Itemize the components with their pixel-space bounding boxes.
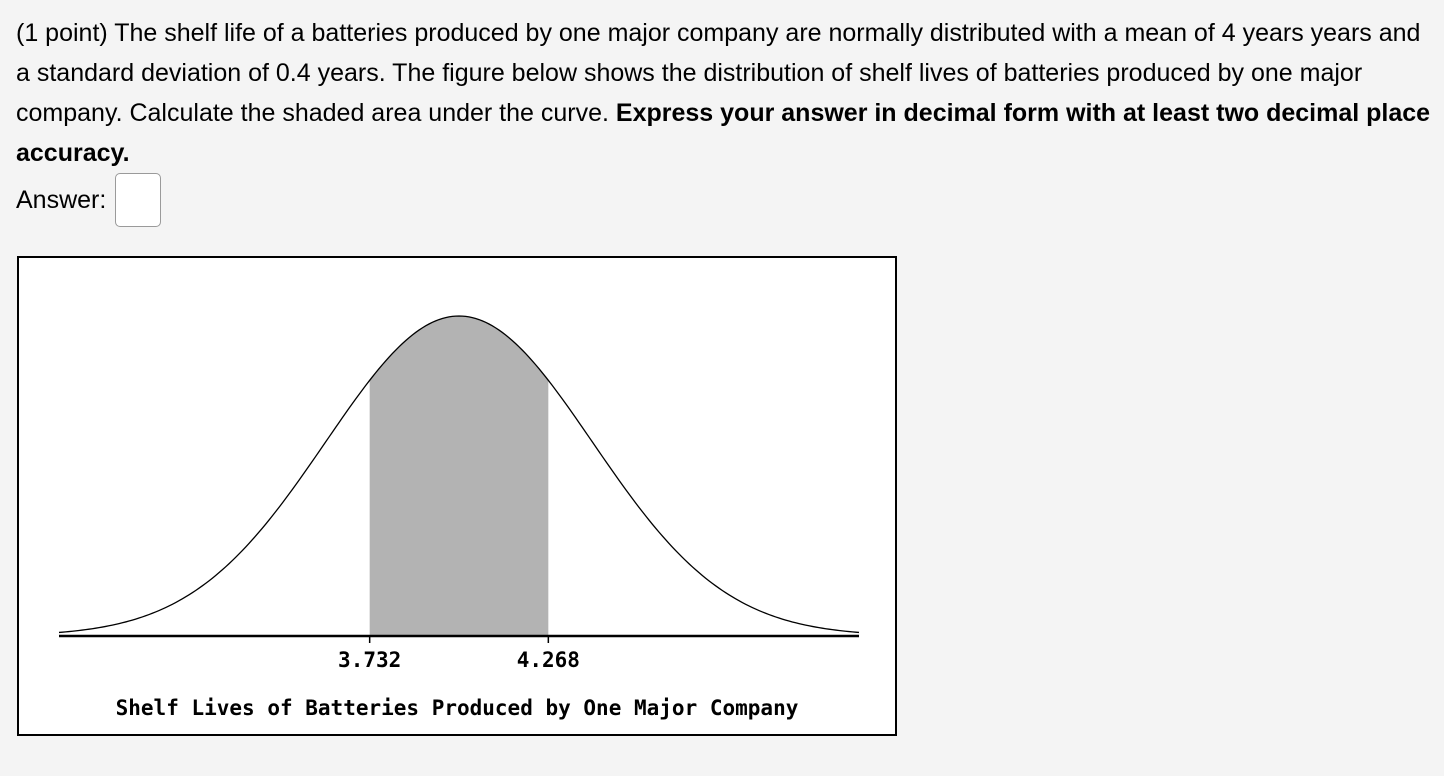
normal-curve-line — [58, 315, 860, 634]
answer-row: Answer: — [16, 172, 162, 228]
normal-curve-chart — [58, 315, 860, 643]
tick-label-left: 3.732 — [338, 648, 402, 672]
problem-instruction: Express your answer in decimal form with… — [16, 99, 1431, 167]
problem-statement: (1 point) The shelf life of a batteries … — [16, 13, 1431, 173]
tick-label-right: 4.268 — [516, 648, 580, 672]
answer-input[interactable] — [115, 173, 162, 227]
answer-label: Answer: — [16, 185, 107, 214]
problem-text: (1 point) The shelf life of a batteries … — [16, 19, 1421, 127]
normal-distribution-figure: 3.732 4.268 Shelf Lives of Batteries Pro… — [17, 256, 897, 736]
x-axis-label: Shelf Lives of Batteries Produced by One… — [115, 696, 799, 720]
shaded-area — [369, 316, 549, 636]
